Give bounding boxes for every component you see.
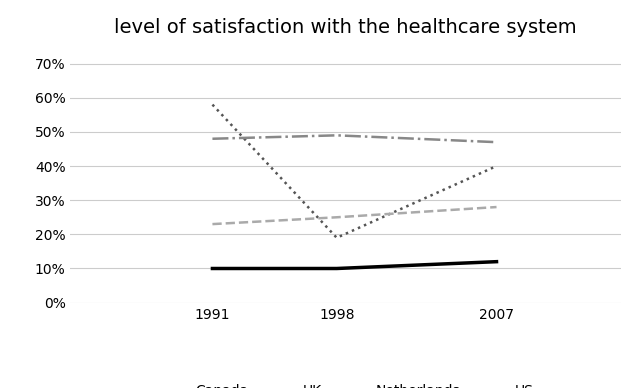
- Line: UK: UK: [212, 207, 497, 224]
- Line: Canada: Canada: [212, 105, 497, 238]
- Canada: [493, 164, 500, 168]
- US: [493, 259, 500, 264]
- Canada: [333, 236, 340, 240]
- Canada: [209, 102, 216, 107]
- Netherlands: [209, 137, 216, 141]
- Netherlands: [493, 140, 500, 144]
- US: [209, 266, 216, 271]
- US: [333, 266, 340, 271]
- Legend: Canada, UK, Netherlands, US: Canada, UK, Netherlands, US: [152, 378, 539, 388]
- Line: US: US: [212, 262, 497, 268]
- Title: level of satisfaction with the healthcare system: level of satisfaction with the healthcar…: [115, 18, 577, 37]
- UK: [493, 205, 500, 210]
- UK: [333, 215, 340, 220]
- UK: [209, 222, 216, 227]
- Netherlands: [333, 133, 340, 138]
- Line: Netherlands: Netherlands: [212, 135, 497, 142]
